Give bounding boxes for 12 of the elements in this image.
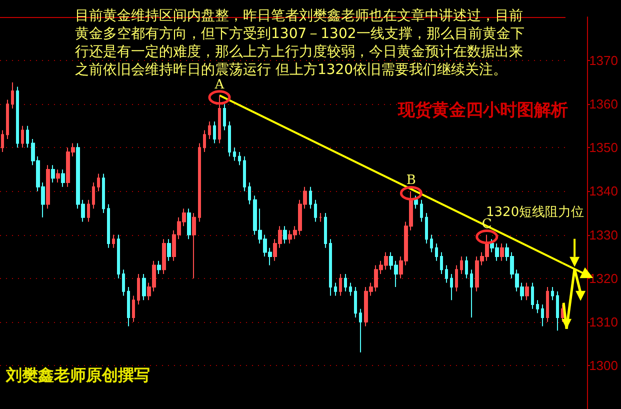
y-tick-label: 1350 xyxy=(589,140,618,156)
y-tick-label: 1330 xyxy=(589,227,618,242)
y-tick-label: 1310 xyxy=(589,314,618,330)
y-tick-label: 1370 xyxy=(589,53,618,68)
y-tick-label: 1340 xyxy=(589,184,618,199)
annotation: 刘樊鑫老师原创撰写 xyxy=(5,366,150,384)
text: 现货黄金四小时图解析 xyxy=(397,100,568,120)
annotation: B xyxy=(406,173,416,188)
y-tick-label: 1300 xyxy=(589,358,618,373)
y-tick-label: 1320 xyxy=(589,270,618,286)
annotation: A xyxy=(214,77,225,92)
y-tick-label: 1360 xyxy=(589,96,618,112)
